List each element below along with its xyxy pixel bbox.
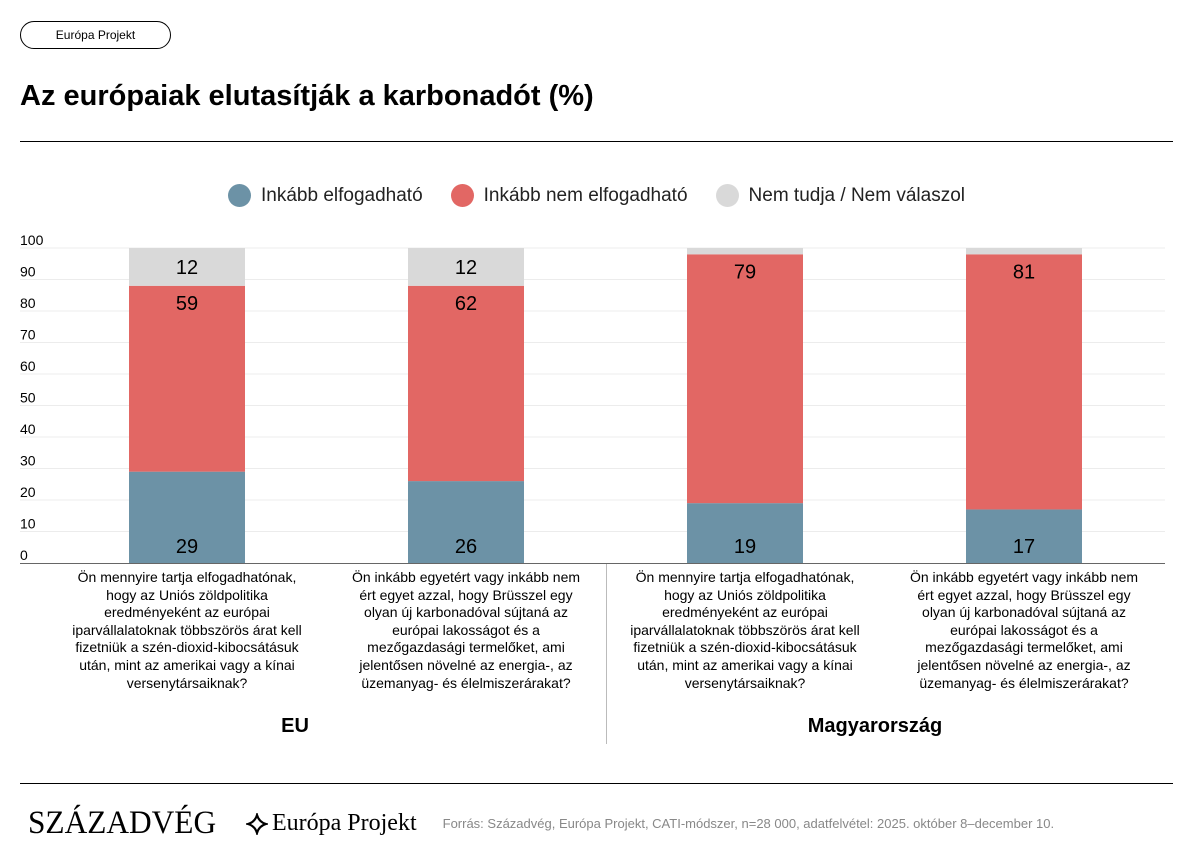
diamond-star-icon (245, 812, 268, 835)
y-tick-label: 70 (20, 327, 36, 343)
legend: Inkább elfogadható Inkább nem elfogadhat… (0, 184, 1193, 207)
legend-item-reject: Inkább nem elfogadható (450, 184, 688, 207)
category-label-line: olyan új karbonadóval sújtaná az (364, 604, 568, 621)
category-label-line: olyan új karbonadóval sújtaná az (922, 604, 1126, 621)
category-label-line: jelentősen növelné az energia-, az (917, 656, 1131, 673)
europa-projekt-logo: Európa Projekt (245, 810, 417, 837)
y-tick-label: 30 (20, 453, 36, 469)
chart-title: Az európaiak elutasítják a karbonadót (%… (20, 80, 594, 112)
category-label-line: Ön inkább egyetért vagy inkább nem (351, 569, 581, 585)
category-label-line: mezőgazdasági termelőket, ami (925, 639, 1123, 656)
bar-segment (408, 481, 524, 563)
category-label-line: fizetniük a szén-dioxid-kibocsátásuk (633, 639, 857, 656)
bar-segment (687, 248, 803, 255)
data-label: 59 (176, 293, 198, 315)
category-label-line: hogy az Uniós zöldpolitika (106, 586, 268, 603)
category-label: Ön mennyire tartja elfogadhatónak, hogy a… (52, 569, 322, 692)
europa-projekt-tag-button[interactable]: Európa Projekt (20, 21, 171, 49)
category-label-line: fizetniük a szén-dioxid-kibocsátásuk (75, 639, 299, 656)
bar-segment (129, 248, 245, 286)
category-label-line: iparvállalatoknak többszörös árat kell (630, 621, 860, 638)
y-tick-label: 40 (20, 421, 36, 437)
legend-swatch (228, 184, 251, 207)
data-label: 12 (455, 257, 477, 279)
category-label-line: versenytársaiknak? (126, 674, 248, 691)
bar-segment (408, 285, 524, 482)
y-tick-label: 80 (20, 295, 36, 311)
category-label-line: üzemanyag- és élelmiszerárakat? (361, 674, 571, 691)
y-tick-label: 10 (20, 516, 36, 532)
data-label: 12 (176, 257, 198, 279)
divider-bottom (20, 783, 1173, 784)
category-label-line: Ön mennyire tartja elfogadhatónak, (77, 569, 297, 585)
legend-swatch (715, 184, 739, 207)
category-label-line: jelentősen növelné az energia-, az (359, 656, 573, 673)
legend-item-accept: Inkább elfogadható (228, 184, 423, 207)
category-label-line: hogy az Uniós zöldpolitika (664, 586, 826, 603)
data-label: 26 (455, 536, 477, 558)
legend-item-dontknow: Nem tudja / Nem válaszol (715, 184, 965, 207)
y-tick-label: 90 (20, 264, 36, 280)
bar-segment (408, 248, 524, 286)
bar-segment (687, 503, 803, 563)
data-label: 79 (734, 261, 756, 283)
group-divider (606, 564, 607, 744)
bar-segment (966, 509, 1082, 563)
data-label: 29 (176, 536, 198, 558)
category-label-line: európai lakosságot és a (392, 621, 540, 638)
category-label-line: versenytársaiknak? (684, 674, 806, 691)
legend-label: Nem tudja / Nem válaszol (748, 184, 965, 206)
source-note: Forrás: Századvég, Európa Projekt, CATI-… (442, 816, 1055, 831)
data-label: 17 (1013, 536, 1035, 558)
category-label: Ön inkább egyetért vagy inkább nem ért eg… (889, 569, 1159, 692)
data-label: 81 (1013, 261, 1035, 283)
data-label: 62 (455, 293, 477, 315)
legend-swatch (450, 184, 474, 207)
y-tick-label: 60 (20, 358, 36, 374)
legend-label: Inkább nem elfogadható (483, 184, 688, 206)
bar-segment (966, 254, 1082, 510)
bar-segment (687, 254, 803, 504)
category-label: Ön mennyire tartja elfogadhatónak, hogy a… (610, 569, 880, 692)
y-tick-label: 0 (20, 547, 28, 563)
category-label-line: Ön inkább egyetért vagy inkább nem (909, 569, 1139, 585)
footer: SZÁZADVÉG Európa Projekt Forrás: Századv… (28, 805, 1054, 842)
category-label-line: ért egyet azzal, hogy Brüsszel egy (359, 586, 573, 603)
pill-label: Európa Projekt (55, 28, 136, 42)
bar-segment (129, 285, 245, 472)
category-label-line: európai lakosságot és a (950, 621, 1098, 638)
category-label-line: Ön mennyire tartja elfogadhatónak, (635, 569, 855, 585)
y-tick-label: 50 (20, 390, 36, 406)
group-label-hungary: Magyarország (807, 715, 943, 737)
category-label-line: mezőgazdasági termelőket, ami (367, 639, 565, 656)
divider-top (20, 141, 1173, 142)
category-label-line: üzemanyag- és élelmiszerárakat? (919, 674, 1129, 691)
category-label-line: ért egyet azzal, hogy Brüsszel egy (917, 586, 1131, 603)
data-label: 19 (734, 536, 756, 558)
category-label: Ön inkább egyetért vagy inkább nem ért eg… (331, 569, 601, 692)
category-label-line: iparvállalatoknak többszörös árat kell (72, 621, 302, 638)
category-label-line: eredményeként az európai (104, 604, 270, 621)
y-tick-label: 20 (20, 484, 36, 500)
bar-segment (129, 471, 245, 563)
group-label-eu: EU (281, 715, 309, 737)
category-label-line: eredményeként az európai (662, 604, 828, 621)
category-label-line: után, mint az amerikai vagy a kínai (79, 656, 295, 673)
category-label-line: után, mint az amerikai vagy a kínai (637, 656, 853, 673)
bar-segment (966, 248, 1082, 255)
szazadveg-logo: SZÁZADVÉG (28, 805, 217, 841)
legend-label: Inkább elfogadható (261, 184, 423, 206)
y-tick-label: 100 (20, 232, 44, 248)
